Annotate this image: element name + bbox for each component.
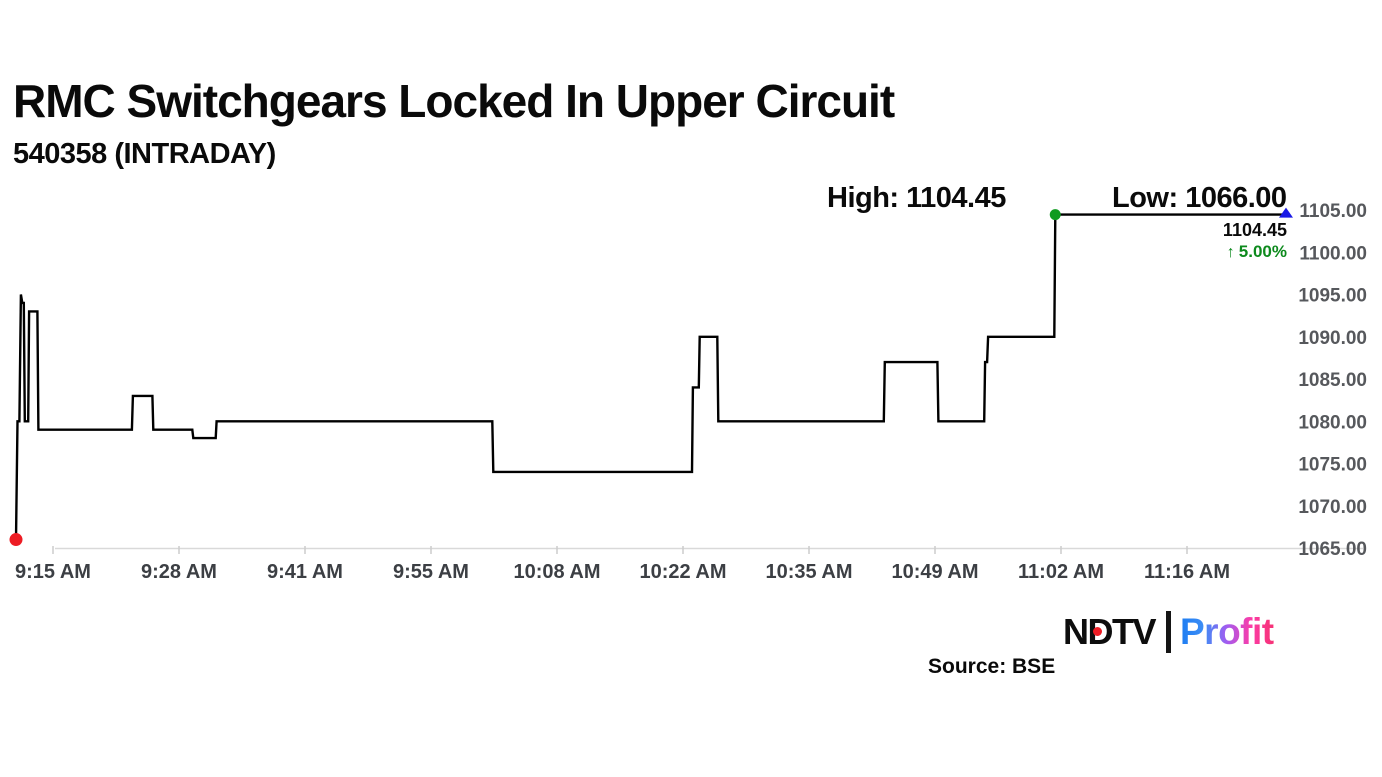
change-label: ↑ 5.00% [1227,242,1287,262]
chart-subtitle: 540358 (INTRADAY) [13,138,276,170]
price-line [14,213,1290,540]
page-title: RMC Switchgears Locked In Upper Circuit [13,75,895,127]
y-axis-label: 1070.00 [1298,497,1367,518]
x-axis-label: 9:15 AM [15,561,91,583]
latest-point-marker [1278,207,1293,218]
x-axis-label: 10:08 AM [513,561,600,583]
y-axis-label: 1090.00 [1298,328,1367,349]
x-axis-label: 11:16 AM [1144,561,1230,583]
y-axis-label: 1075.00 [1298,455,1367,476]
high-point-marker [1049,209,1061,221]
ndtv-profit-logo: NDTV Profit [1063,610,1274,654]
high-annotation: High: 1104.45 [827,182,1006,214]
source-label: Source: BSE [928,655,1056,678]
up-arrow-icon: ↑ [1226,244,1235,261]
x-axis-label: 10:35 AM [765,561,852,583]
y-axis-label: 1105.00 [1299,201,1367,222]
change-percent: 5.00% [1238,242,1287,261]
ndtv-logo-text: NDTV [1063,611,1157,652]
ndtv-red-dot-icon [1093,627,1102,636]
x-axis-label: 10:49 AM [891,561,978,583]
x-axis-label: 11:02 AM [1018,561,1104,583]
y-axis-label: 1080.00 [1298,412,1367,433]
y-axis-label: 1065.00 [1298,539,1367,560]
logo-divider [1166,611,1171,653]
x-axis-label: 9:41 AM [267,561,343,583]
session-open-marker [9,533,23,547]
x-axis-label: 9:55 AM [393,561,469,583]
x-axis-label: 9:28 AM [141,561,217,583]
y-axis-label: 1100.00 [1299,243,1367,264]
y-axis-label: 1085.00 [1298,370,1367,391]
y-axis-label: 1095.00 [1298,286,1367,307]
low-annotation: Low: 1066.00 [1112,182,1287,214]
last-price-label: 1104.45 [1222,220,1287,240]
profit-logo-text: Profit [1180,611,1274,652]
x-axis-label: 10:22 AM [639,561,726,583]
